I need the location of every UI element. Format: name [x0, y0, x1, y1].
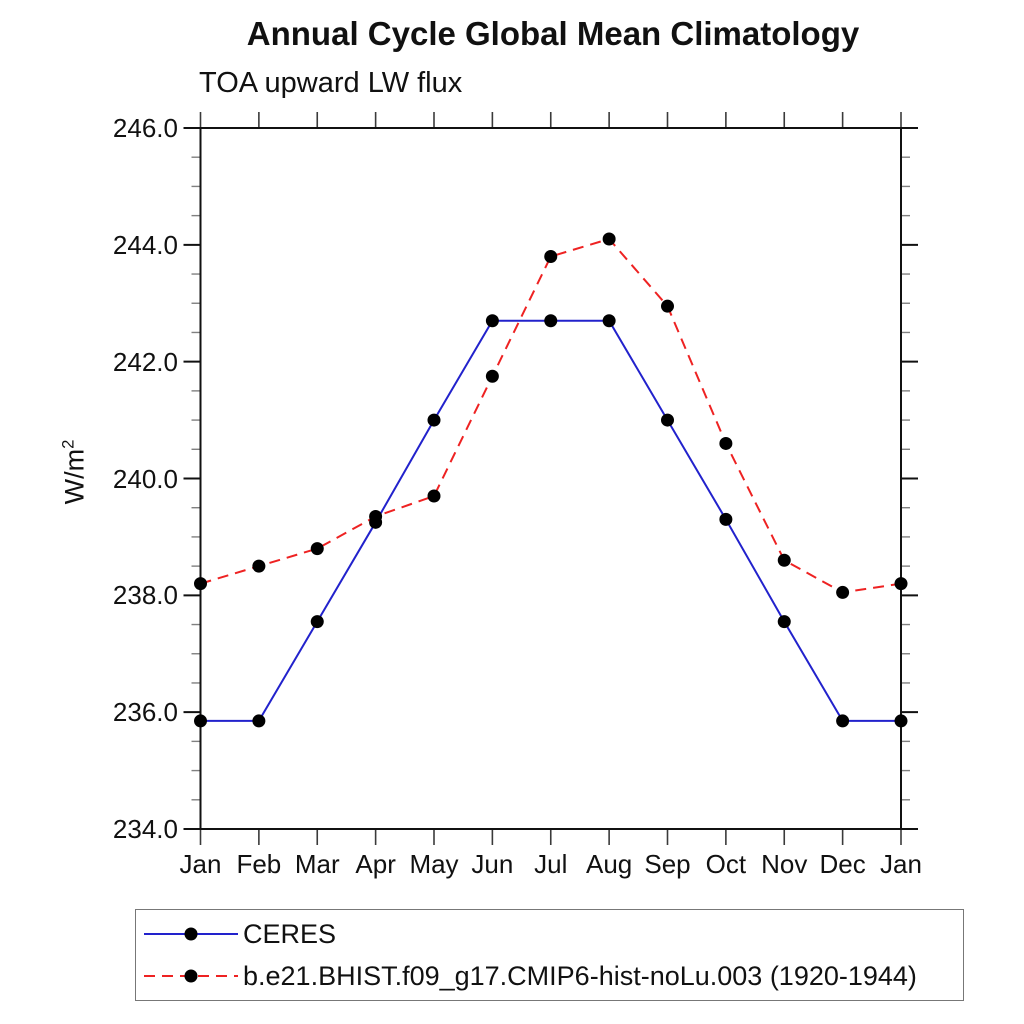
- x-tick-label: Oct: [705, 849, 747, 879]
- x-axis-tick-labels: Jan Feb Mar Apr May Jun Jul Aug Sep Oct Nov Dec Jan: [0, 849, 1024, 883]
- data-point-marker: [544, 250, 558, 264]
- data-point-marker: [719, 512, 733, 526]
- legend: CERES b.e21.BHIST.f09_g17.CMIP6-hist-noL…: [135, 909, 964, 1001]
- x-tick-label: Dec: [819, 849, 866, 879]
- data-point-marker: [310, 542, 324, 556]
- y-tick-label: 238.0: [112, 580, 178, 611]
- data-point-marker: [836, 714, 850, 728]
- data-point-marker: [777, 553, 791, 567]
- legend-line-sample-model: [144, 969, 238, 983]
- legend-item-model: b.e21.BHIST.f09_g17.CMIP6-hist-noLu.003 …: [141, 955, 963, 997]
- chart-subtitle: TOA upward LW flux: [199, 67, 463, 99]
- x-tick-label: Sep: [644, 849, 691, 879]
- x-tick-label: May: [409, 849, 459, 879]
- data-point-marker: [369, 509, 383, 523]
- legend-label-model: b.e21.BHIST.f09_g17.CMIP6-hist-noLu.003 …: [243, 961, 917, 991]
- data-point-marker: [602, 232, 616, 246]
- legend-line-sample-ceres: [144, 927, 238, 941]
- data-point-marker: [894, 714, 908, 728]
- data-point-marker: [485, 369, 499, 383]
- y-tick-label: 240.0: [112, 463, 178, 494]
- x-tick-label: Mar: [294, 849, 340, 879]
- legend-item-ceres: CERES: [141, 913, 963, 955]
- data-point-marker: [661, 299, 674, 313]
- x-tick-label: Feb: [236, 849, 282, 879]
- data-point-marker: [485, 314, 499, 328]
- series-line-0: [200, 319, 901, 722]
- data-point-marker: [777, 615, 791, 629]
- data-point-marker: [836, 585, 850, 599]
- y-axis-tick-labels: 246.0 244.0 242.0 240.0 238.0 236.0 234.0: [0, 0, 178, 1024]
- data-point-marker: [661, 413, 674, 427]
- data-point-marker: [252, 559, 266, 573]
- x-tick-label: Jul: [534, 849, 568, 879]
- y-tick-label: 246.0: [112, 113, 178, 143]
- plot-frame: [199, 127, 902, 830]
- x-tick-label: Aug: [585, 849, 633, 879]
- x-tick-label: Jan: [179, 849, 222, 879]
- y-tick-label: 244.0: [112, 229, 178, 260]
- x-tick-label: Jun: [471, 849, 514, 879]
- data-point-marker: [544, 314, 558, 328]
- y-tick-label: 236.0: [112, 697, 178, 728]
- data-point-marker: [427, 489, 441, 503]
- data-point-marker: [252, 714, 266, 728]
- data-point-marker: [894, 577, 908, 591]
- data-point-marker: [194, 714, 207, 728]
- x-tick-label: Nov: [761, 849, 808, 879]
- data-point-marker: [310, 615, 324, 629]
- data-point-marker: [194, 577, 207, 591]
- chart-title: Annual Cycle Global Mean Climatology: [246, 15, 860, 52]
- x-tick-label: Apr: [355, 849, 396, 879]
- y-tick-label: 234.0: [112, 814, 178, 844]
- data-point-marker: [602, 314, 616, 328]
- y-tick-label: 242.0: [112, 346, 178, 377]
- x-tick-label: Jan: [880, 849, 922, 879]
- data-point-marker: [719, 436, 733, 450]
- legend-marker-dot: [184, 969, 198, 983]
- data-point-marker: [427, 413, 441, 427]
- legend-marker-dot: [184, 927, 198, 941]
- series-line-1: [200, 237, 902, 594]
- legend-label-ceres: CERES: [243, 919, 337, 949]
